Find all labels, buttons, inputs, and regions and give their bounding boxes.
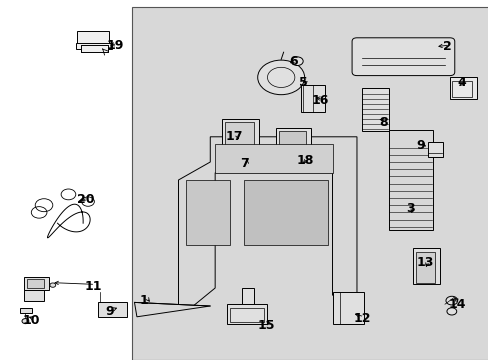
Bar xyxy=(278,131,305,169)
Text: 19: 19 xyxy=(106,39,123,51)
Bar xyxy=(224,122,254,151)
Bar xyxy=(20,308,32,313)
Polygon shape xyxy=(178,137,356,306)
Bar xyxy=(412,248,439,284)
Text: 15: 15 xyxy=(257,319,275,332)
Text: 11: 11 xyxy=(84,280,102,293)
Circle shape xyxy=(50,283,56,287)
Bar xyxy=(27,279,44,288)
Text: 6: 6 xyxy=(288,55,297,68)
Bar xyxy=(451,81,471,97)
Circle shape xyxy=(291,57,303,66)
Text: 16: 16 xyxy=(311,94,328,107)
Bar xyxy=(229,308,264,322)
Circle shape xyxy=(257,60,304,95)
Bar xyxy=(98,302,127,317)
Bar xyxy=(239,155,251,162)
Bar xyxy=(81,45,107,52)
Text: 7: 7 xyxy=(240,157,248,170)
Polygon shape xyxy=(132,7,488,360)
Text: 1: 1 xyxy=(140,294,148,307)
Bar xyxy=(361,88,388,131)
Bar xyxy=(24,290,44,301)
Text: 2: 2 xyxy=(442,40,451,53)
Bar xyxy=(415,252,434,283)
Circle shape xyxy=(22,319,29,324)
Bar xyxy=(449,77,476,99)
Text: 8: 8 xyxy=(379,116,387,129)
Text: 17: 17 xyxy=(225,130,243,143)
Text: 3: 3 xyxy=(406,202,414,215)
Bar xyxy=(77,31,109,45)
Text: 18: 18 xyxy=(296,154,314,167)
Text: 14: 14 xyxy=(447,298,465,311)
Bar xyxy=(388,130,432,230)
Text: 9: 9 xyxy=(415,139,424,152)
Bar xyxy=(332,292,364,324)
Bar xyxy=(227,304,266,324)
Circle shape xyxy=(445,296,457,305)
Bar xyxy=(427,142,442,157)
Bar xyxy=(244,180,327,245)
Bar xyxy=(222,119,259,153)
Bar xyxy=(215,144,332,173)
Bar xyxy=(76,43,112,49)
Text: 5: 5 xyxy=(298,76,307,89)
Text: 20: 20 xyxy=(77,193,94,206)
Bar xyxy=(276,128,310,171)
Text: 4: 4 xyxy=(457,76,466,89)
Text: 9: 9 xyxy=(105,305,114,318)
Bar xyxy=(300,85,325,112)
Bar xyxy=(242,288,254,304)
Text: 13: 13 xyxy=(416,256,433,269)
Bar xyxy=(185,180,229,245)
Text: 10: 10 xyxy=(23,314,41,327)
FancyBboxPatch shape xyxy=(351,38,454,76)
Bar xyxy=(24,277,49,290)
Text: 12: 12 xyxy=(352,312,370,325)
Circle shape xyxy=(446,308,456,315)
Polygon shape xyxy=(134,302,210,317)
